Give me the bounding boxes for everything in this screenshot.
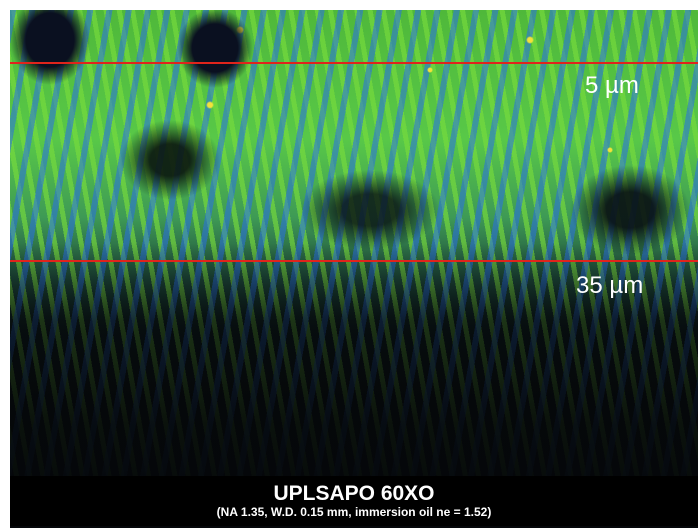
caption-title: UPLSAPO 60XO: [273, 482, 435, 505]
depth-label: 5 µm: [585, 72, 639, 99]
depth-label: 35 µm: [576, 272, 644, 299]
depth-line: [10, 62, 698, 64]
caption-subtitle: (NA 1.35, W.D. 0.15 mm, immersion oil ne…: [216, 505, 492, 519]
depth-fade: [10, 10, 698, 528]
depth-line: [10, 260, 698, 262]
micrograph: 5 µm 35 µm UPLSAPO 60XO (NA 1.35, W.D. 0…: [10, 10, 698, 528]
caption-bar: UPLSAPO 60XO (NA 1.35, W.D. 0.15 mm, imm…: [10, 476, 698, 526]
